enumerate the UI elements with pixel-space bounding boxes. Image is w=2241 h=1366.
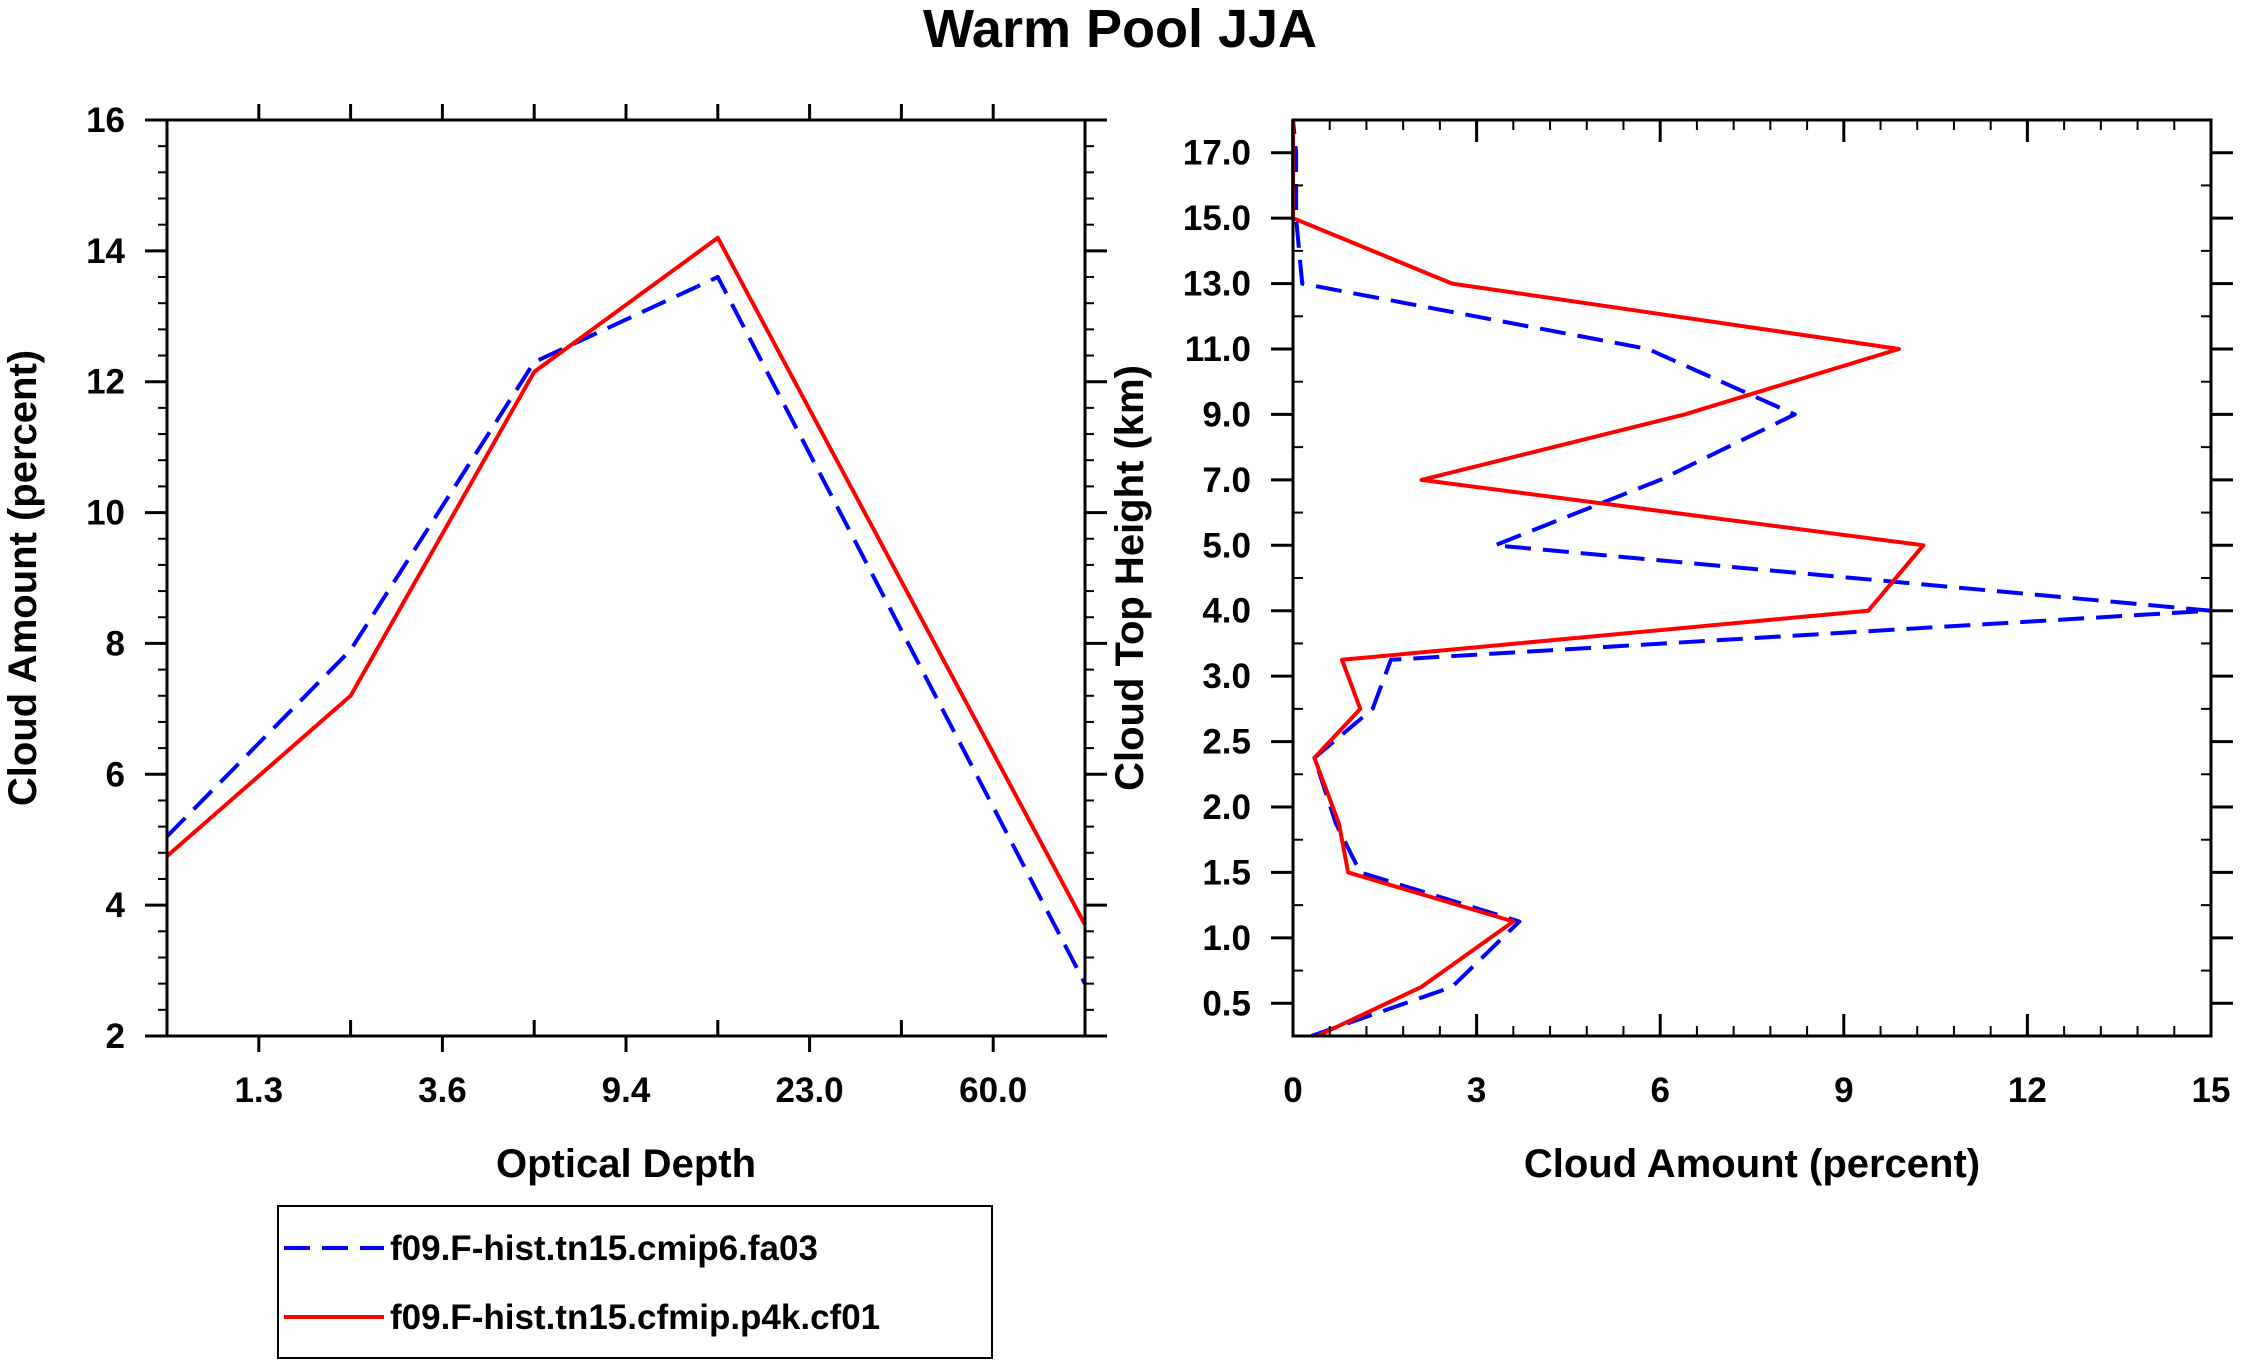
y-tick-label: 2.5 bbox=[1202, 723, 1251, 762]
x-tick-label: 6 bbox=[1650, 1071, 1669, 1110]
x-tick-label: 1.3 bbox=[234, 1071, 283, 1110]
right-x-axis-label: Cloud Amount (percent) bbox=[1524, 1142, 1980, 1186]
legend: f09.F-hist.tn15.cmip6.fa03 f09.F-hist.tn… bbox=[277, 1205, 993, 1359]
y-tick-label: 11.0 bbox=[1185, 330, 1251, 369]
x-tick-label: 3.6 bbox=[418, 1071, 467, 1110]
y-tick-label: 15.0 bbox=[1183, 199, 1251, 238]
left-y-axis-label: Cloud Amount (percent) bbox=[1, 350, 45, 806]
y-tick-label: 9.0 bbox=[1202, 395, 1251, 434]
y-tick-label: 4.0 bbox=[1202, 592, 1251, 631]
y-tick-label: 3.0 bbox=[1202, 657, 1251, 696]
x-tick-label: 23.0 bbox=[776, 1071, 844, 1110]
y-tick-label: 2.0 bbox=[1202, 788, 1251, 827]
x-tick-label: 9 bbox=[1834, 1071, 1853, 1110]
y-tick-label: 4 bbox=[106, 886, 126, 925]
y-tick-label: 14 bbox=[86, 232, 125, 271]
y-tick-label: 6 bbox=[106, 755, 125, 794]
y-tick-label: 10 bbox=[86, 494, 125, 533]
y-tick-label: 2 bbox=[106, 1017, 125, 1056]
right-plot-frame bbox=[1291, 118, 2213, 1038]
x-tick-label: 12 bbox=[2008, 1071, 2047, 1110]
series-line-p4k bbox=[165, 235, 1087, 926]
x-tick-label: 60.0 bbox=[959, 1071, 1027, 1110]
x-tick-label: 0 bbox=[1283, 1071, 1302, 1110]
y-tick-label: 7.0 bbox=[1202, 461, 1251, 500]
right-y-axis-label: Cloud Top Height (km) bbox=[1108, 365, 1152, 791]
legend-label-cmip6: f09.F-hist.tn15.cmip6.fa03 bbox=[390, 1229, 818, 1268]
y-tick-label: 17.0 bbox=[1183, 134, 1251, 173]
optical-depth-panel: 1.3 3.6 9.4 23.0 60.0 2 4 6 8 10 12 14 16 Optical De… bbox=[1, 101, 1107, 1186]
series-line-cmip6 bbox=[165, 275, 1087, 985]
left-plot-frame bbox=[165, 118, 1087, 1038]
legend-box bbox=[277, 1205, 993, 1359]
legend-label-p4k: f09.F-hist.tn15.cfmip.p4k.cf01 bbox=[390, 1298, 880, 1337]
left-x-axis-label: Optical Depth bbox=[496, 1142, 756, 1186]
y-tick-label: 13.0 bbox=[1183, 265, 1251, 304]
y-tick-label: 12 bbox=[86, 363, 125, 402]
x-tick-label: 15 bbox=[2192, 1071, 2231, 1110]
y-tick-label: 8 bbox=[106, 624, 125, 663]
x-tick-label: 9.4 bbox=[602, 1071, 651, 1110]
figure-title: Warm Pool JJA bbox=[923, 0, 1317, 59]
y-tick-label: 5.0 bbox=[1202, 526, 1251, 565]
y-tick-label: 0.5 bbox=[1202, 984, 1251, 1023]
y-tick-label: 1.5 bbox=[1202, 853, 1251, 892]
y-tick-label: 1.0 bbox=[1202, 919, 1251, 958]
x-tick-label: 3 bbox=[1467, 1071, 1486, 1110]
cloud-top-height-panel: 0 3 6 9 12 15 0.5 1.0 1.5 2.0 2.5 3.0 4.0 5.0 7.0 9.0 11… bbox=[1108, 118, 2233, 1186]
y-tick-label: 16 bbox=[86, 101, 125, 140]
profile-line-p4k bbox=[1291, 120, 1926, 1038]
